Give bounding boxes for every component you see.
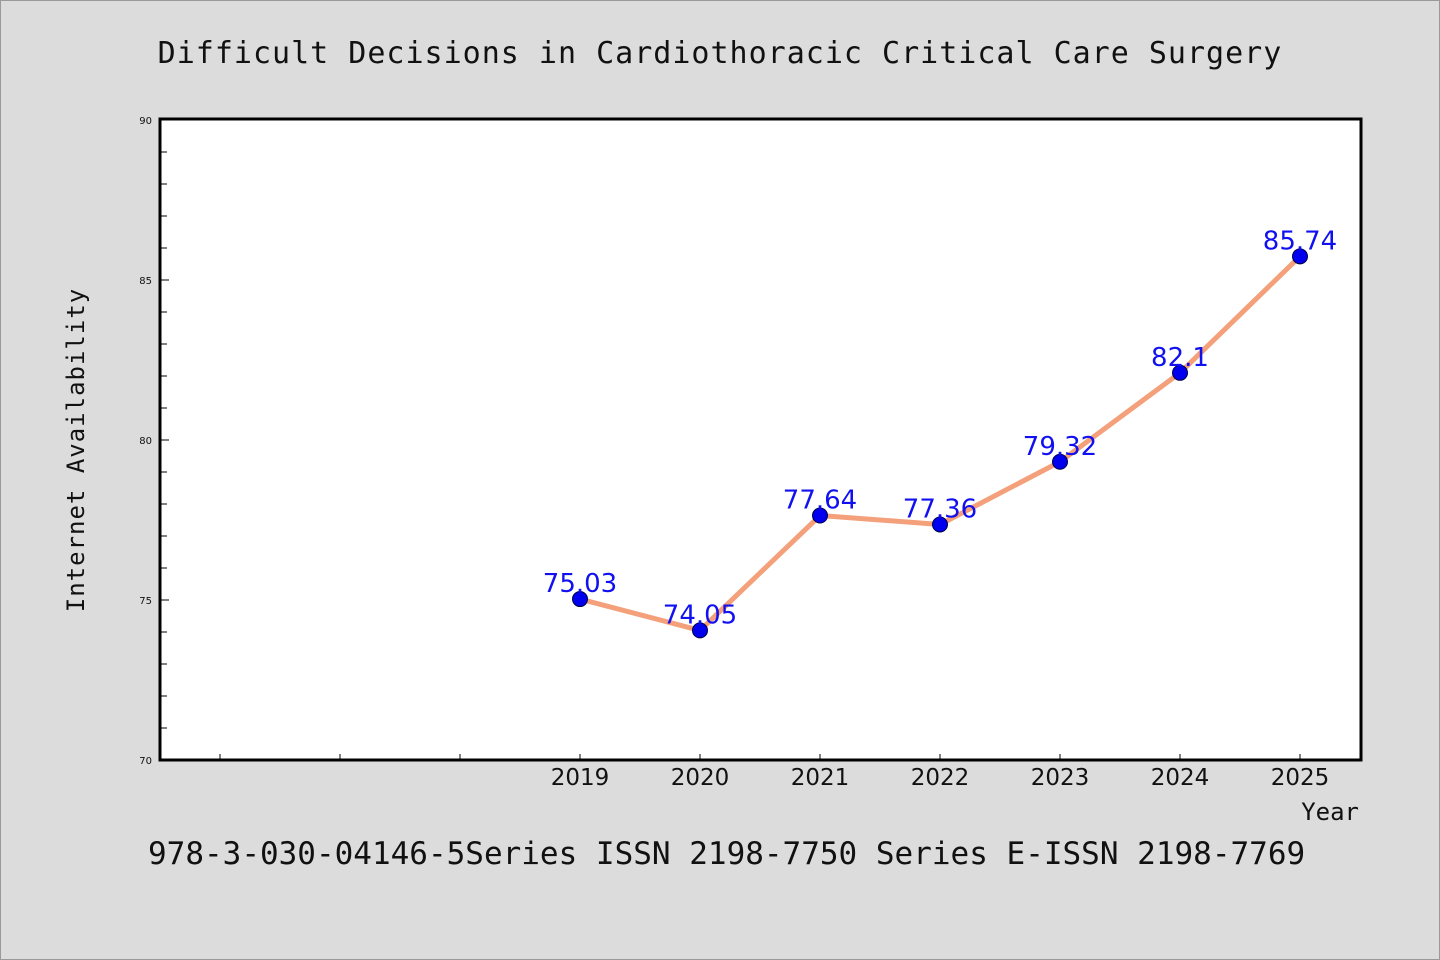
x-tick-label: 2023 xyxy=(1031,765,1090,791)
x-axis-label: Year xyxy=(1301,798,1359,826)
y-axis-label: Internet Availability xyxy=(62,288,90,612)
data-label: 82.1 xyxy=(1151,343,1209,373)
data-point xyxy=(692,622,708,639)
y-tick-label: 90 xyxy=(139,116,152,127)
x-axis-ticks: 2019 2020 2021 2022 2023 2024 2025 xyxy=(219,754,1330,791)
chart-title: Difficult Decisions in Cardiothoracic Cr… xyxy=(158,36,1283,71)
data-point xyxy=(572,591,588,608)
data-label: 77.36 xyxy=(903,494,977,524)
plot-area xyxy=(158,117,1363,762)
data-label: 79.32 xyxy=(1023,432,1097,462)
x-tick-label: 2022 xyxy=(911,765,970,791)
data-markers xyxy=(572,248,1308,639)
y-tick-label: 80 xyxy=(139,436,152,447)
y-tick-label: 85 xyxy=(139,276,152,287)
x-tick-label: 2021 xyxy=(791,765,850,791)
x-tick-label: 2020 xyxy=(671,765,730,791)
data-point xyxy=(812,507,828,524)
y-axis-ticks: 70 75 80 85 90 xyxy=(139,116,169,767)
x-tick-label: 2025 xyxy=(1271,765,1330,791)
data-label: 77.64 xyxy=(783,486,857,516)
data-label: 75.03 xyxy=(543,569,617,599)
data-point xyxy=(1292,248,1308,265)
y-tick-label: 70 xyxy=(139,756,152,767)
y-tick-label: 75 xyxy=(139,596,152,607)
footer-isbn-issn: 978-3-030-04146-5Series ISSN 2198-7750 S… xyxy=(148,836,1305,872)
x-tick-label: 2019 xyxy=(551,765,610,791)
data-label: 85.74 xyxy=(1263,226,1337,256)
data-point xyxy=(932,516,948,533)
data-point xyxy=(1172,364,1188,381)
data-point xyxy=(1052,453,1068,470)
x-tick-label: 2024 xyxy=(1151,765,1210,791)
data-label: 74.05 xyxy=(663,600,737,630)
data-labels: 75.03 74.05 77.64 77.36 79.32 82.1 85.74 xyxy=(543,226,1337,630)
